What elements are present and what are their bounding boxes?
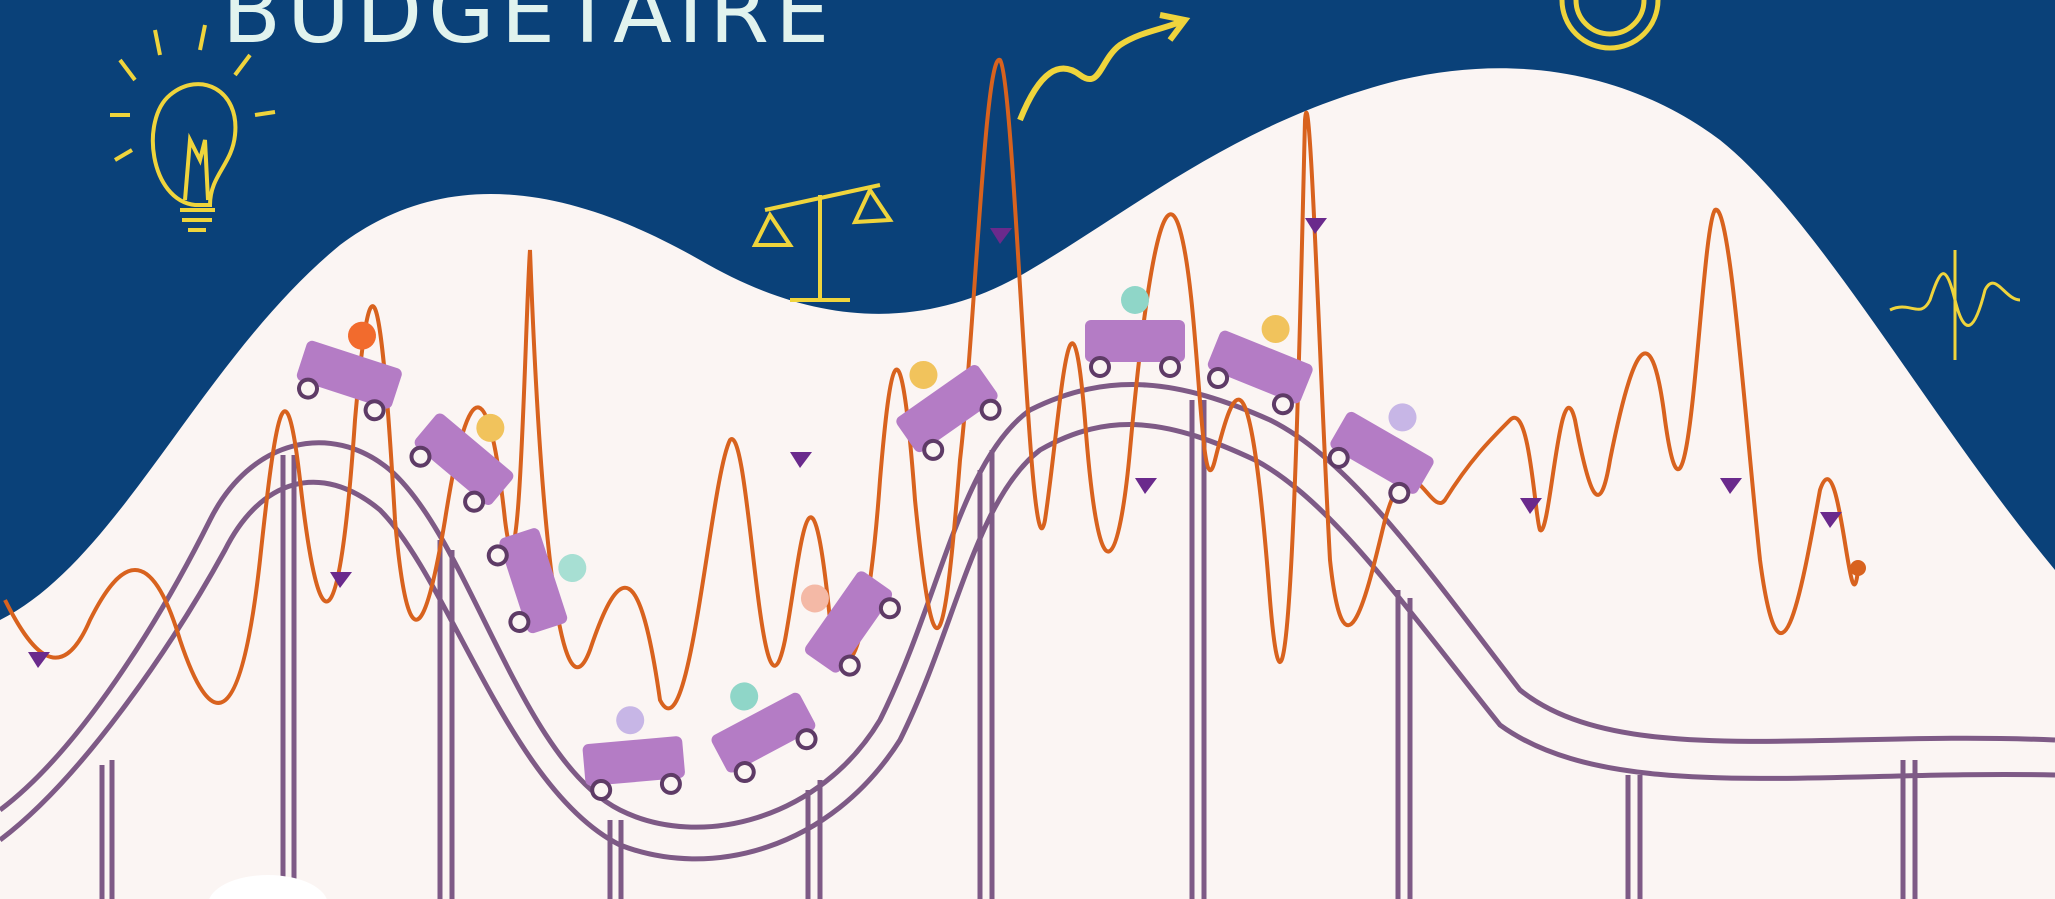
cart xyxy=(896,360,1002,461)
wave-end-dot xyxy=(1850,560,1866,576)
cart xyxy=(1327,403,1434,504)
coaster-track xyxy=(0,382,2055,862)
cart xyxy=(800,571,901,677)
cart xyxy=(296,321,402,422)
foreground-blob xyxy=(209,875,327,899)
signal-icon xyxy=(1889,250,2021,360)
scales-icon xyxy=(751,183,894,302)
arrow-icon xyxy=(1017,12,1191,122)
coin-icon xyxy=(1559,0,1661,51)
coaster-carts xyxy=(296,286,1434,802)
page-title: BUDGETAIRE xyxy=(222,0,836,63)
light-bulb-icon xyxy=(110,24,276,232)
track-supports xyxy=(99,400,1918,899)
cart xyxy=(1207,315,1313,416)
wave-line xyxy=(3,57,1860,711)
cart xyxy=(582,706,685,802)
wave-arrow-markers xyxy=(28,218,1842,668)
cart xyxy=(486,528,587,634)
hill-shape xyxy=(0,68,2055,899)
cart xyxy=(711,682,818,784)
cart xyxy=(1085,286,1185,378)
cart xyxy=(409,413,514,513)
